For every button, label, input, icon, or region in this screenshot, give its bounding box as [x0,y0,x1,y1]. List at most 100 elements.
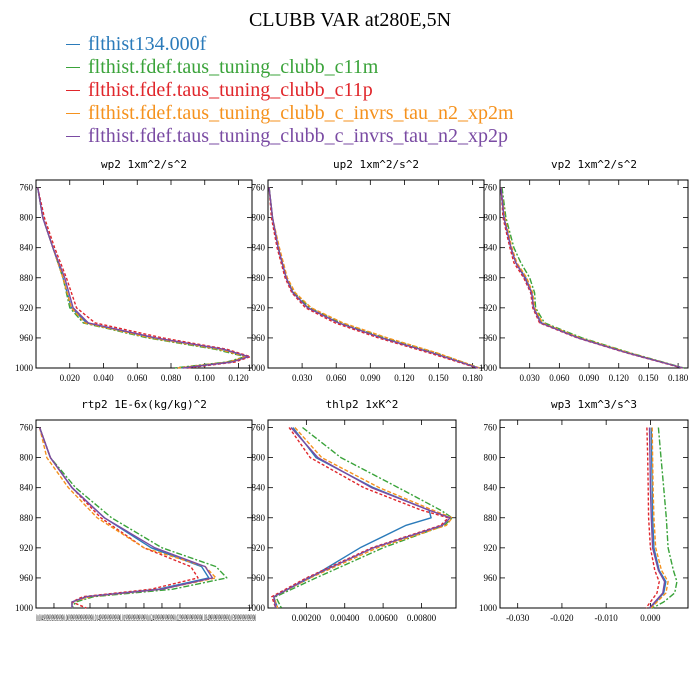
legend-label: flthist.fdef.taus_tuning_clubb_c_invrs_t… [88,125,508,147]
panel-title: wp3 1xm^3/s^3 [551,398,637,411]
legend-swatch [66,90,80,91]
y-tick-label: 1000 [15,603,34,613]
legend-swatch [66,136,80,137]
series-line [645,427,660,609]
y-tick-label: 880 [20,273,34,283]
series-line [268,187,479,369]
y-tick-label: 760 [484,183,498,193]
y-tick-label: 920 [484,303,498,313]
legend-swatch [66,67,80,68]
y-tick-label: 920 [20,303,34,313]
x-tick-label: 0.020 [60,373,81,383]
series-line [650,427,669,609]
y-tick-label: 960 [252,573,266,583]
series-line [38,427,217,608]
y-tick-label: 760 [252,423,266,433]
x-tick-label: 0.150 [428,373,449,383]
y-tick-label: 840 [484,483,498,493]
panel-title: wp2 1xm^2/s^2 [101,158,187,171]
y-tick-label: 880 [252,273,266,283]
x-tick-label: 0.060 [326,373,347,383]
y-tick-label: 800 [20,453,34,463]
legend: flthist134.000f flthist.fdef.taus_tuning… [66,33,514,148]
figure-title: CLUBB VAR at280E,5N [248,9,452,31]
x-tick-label: 0.00400 [330,613,360,623]
y-tick-label: 840 [20,483,34,493]
series-line [268,187,478,369]
x-tick-label: 0.180 [668,373,689,383]
legend-label: flthist.fdef.taus_tuning_clubb_c_invrs_t… [88,102,514,124]
series-line [652,427,678,609]
x-tick-label: 0.00800 [407,613,437,623]
series-line [273,427,432,609]
y-tick-label: 920 [252,543,266,553]
y-tick-label: 840 [252,243,266,253]
legend-label: flthist.fdef.taus_tuning_clubb_c11m [88,56,379,78]
x-tick-label: -0.010 [595,613,619,623]
y-tick-label: 760 [20,183,34,193]
y-tick-label: 920 [20,543,34,553]
x-tick-label: 0.000 [640,613,661,623]
x-tick-label: 0.150 [638,373,659,383]
series-line [500,187,684,369]
y-tick-label: 800 [484,213,498,223]
y-tick-label: 760 [484,423,498,433]
series-line [37,187,250,369]
panel-title: vp2 1xm^2/s^2 [551,158,637,171]
y-tick-label: 1000 [247,603,266,613]
legend-item: flthist134.000f [66,33,514,56]
y-tick-label: 800 [252,213,266,223]
series-line [37,187,247,369]
y-tick-label: 1000 [247,363,266,373]
series-line [271,427,449,609]
series-line [38,427,214,608]
y-tick-label: 840 [20,243,34,253]
x-tick-label: 0.030 [520,373,541,383]
y-tick-label: 800 [252,453,266,463]
panel-title: up2 1xm^2/s^2 [333,158,419,171]
series-line [501,187,685,369]
x-tick-label: 0.180 [463,373,484,383]
x-tick-label: 0.100 [195,373,216,383]
series-line [273,427,451,609]
y-tick-label: 960 [252,333,266,343]
y-tick-label: 880 [20,513,34,523]
panel-frame [499,179,689,369]
y-tick-label: 760 [252,183,266,193]
y-tick-label: 960 [20,333,34,343]
series-line [37,187,248,369]
x-tick-label: 0.120 [228,373,249,383]
y-tick-label: 960 [484,333,498,343]
x-tick-label: 0.060 [549,373,570,383]
x-tick-label: 0.00600 [368,613,398,623]
y-tick-label: 920 [252,303,266,313]
x-tick-label: 0.00200 [292,613,322,623]
series-line [273,427,453,609]
y-tick-label: 1000 [479,603,498,613]
y-tick-label: 960 [20,573,34,583]
panel-title: thlp2 1xK^2 [326,398,399,411]
legend-item: flthist.fdef.taus_tuning_clubb_c_invrs_t… [66,125,514,148]
y-tick-label: 800 [20,213,34,223]
legend-label: flthist.fdef.taus_tuning_clubb_c11p [88,79,373,101]
x-tick-label: 0.120 [609,373,630,383]
x-tick-label: 0.040 [93,373,114,383]
panel-frame [267,419,457,609]
legend-label: flthist134.000f [88,33,207,55]
series-line [275,426,453,609]
x-tick-label: 0.030 [292,373,313,383]
panel-title: rtp2 1E-6x(kg/kg)^2 [81,398,207,411]
series-line [268,187,480,369]
panel-frame [35,179,253,369]
x-tick-labels: 0.0049999999999990.00999999999999990.014… [36,613,256,623]
y-tick-label: 840 [484,243,498,253]
legend-swatch [66,113,80,114]
x-tick-label: -0.030 [506,613,530,623]
y-tick-label: 960 [484,573,498,583]
series-line [268,187,479,369]
y-tick-label: 880 [252,513,266,523]
y-tick-label: 800 [484,453,498,463]
x-tick-label: 0.080 [161,373,182,383]
